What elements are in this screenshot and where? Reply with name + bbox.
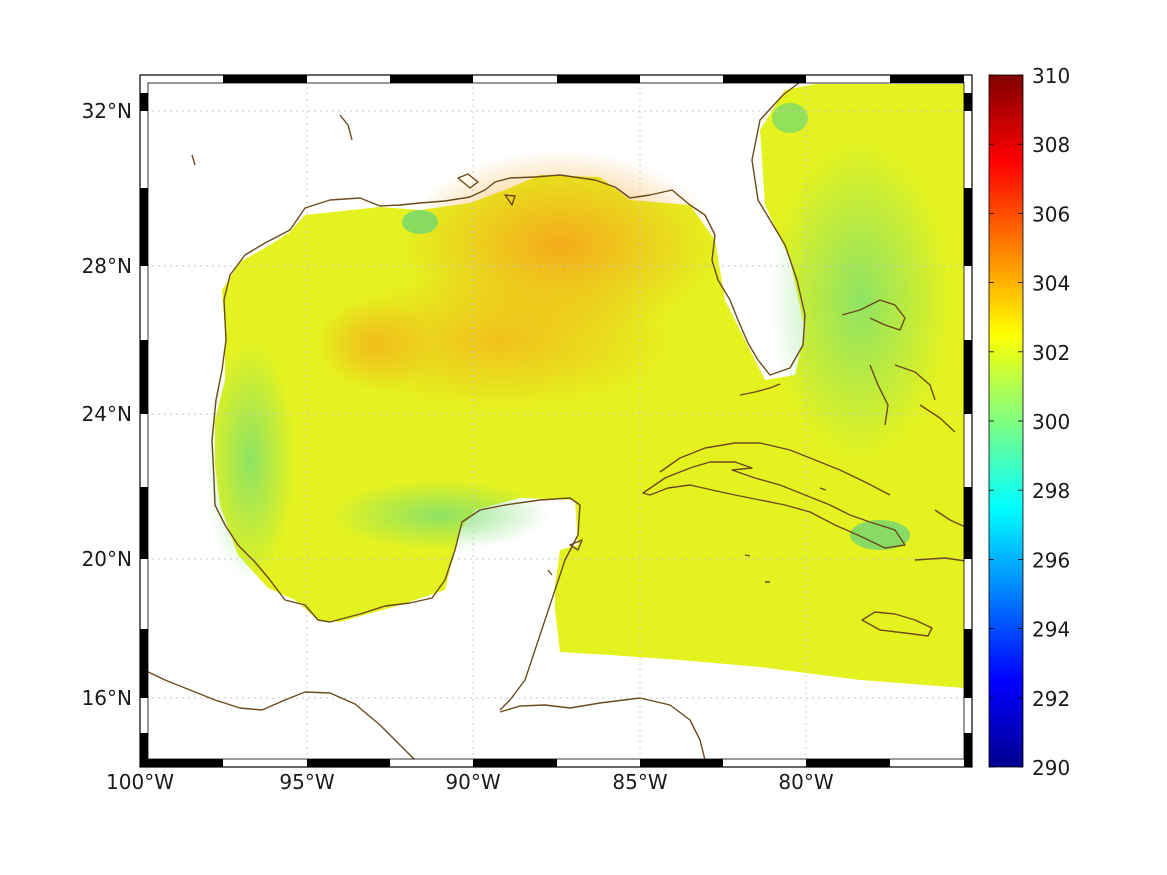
colorbar-tick-label: 290: [1032, 756, 1070, 780]
frame-top: [140, 75, 972, 83]
frame-right: [964, 75, 972, 767]
frame-left: [140, 75, 148, 767]
coastline-us-gulf: [211, 75, 819, 481]
gridlines: [140, 75, 972, 767]
coastline-cuba: [642, 461, 906, 549]
y-tick-label: 16°N: [82, 686, 132, 710]
coastline-florida-keys: [739, 383, 781, 396]
frame-inner-border: [147, 82, 965, 760]
frame-border: [139, 74, 973, 768]
cool-patch-campeche: [330, 480, 550, 550]
colorbar-tick-label: 296: [1032, 548, 1070, 572]
colorbar-tick-label: 304: [1032, 272, 1070, 296]
x-tick-label: 100°W: [106, 770, 174, 794]
y-tick-label: 24°N: [82, 402, 132, 426]
colorbar-tick-label: 300: [1032, 410, 1070, 434]
coastline-bahamas: [841, 299, 972, 441]
x-tick-labels: 100°W 95°W 90°W 85°W 80°W: [106, 770, 834, 794]
map-area: [140, 75, 972, 767]
colorbar-tick-label: 294: [1032, 618, 1070, 642]
cool-patch-atlantic: [770, 140, 950, 460]
coastline-honduras: [499, 697, 706, 761]
cool-patch-west: [205, 340, 295, 580]
colorbar-tick-label: 292: [1032, 687, 1070, 711]
coastline-lakes: [191, 114, 516, 206]
y-tick-label: 20°N: [82, 547, 132, 571]
coastlines: [140, 75, 972, 766]
colorbar-tick-label: 306: [1032, 202, 1070, 226]
coastline-mexico: [213, 479, 581, 711]
map-frame: [139, 74, 973, 768]
x-tick-label: 90°W: [445, 770, 500, 794]
y-tick-labels: 16°N 20°N 24°N 28°N 32°N: [82, 99, 132, 710]
sst-field: [205, 84, 965, 688]
coastline-cayman-small: [744, 487, 827, 583]
x-tick-label: 85°W: [612, 770, 667, 794]
x-tick-label: 95°W: [279, 770, 334, 794]
coastline-cuba-north: [659, 442, 891, 496]
cool-patch-carolina: [772, 103, 808, 133]
y-tick-label: 32°N: [82, 99, 132, 123]
y-tick-label: 28°N: [82, 254, 132, 278]
frame-bottom: [140, 759, 972, 767]
colorbar-tick-label: 302: [1032, 341, 1070, 365]
colorbar-ticks: 290 292 294 296 298 300 302 304 306 308 310: [989, 64, 1070, 780]
x-tick-label: 80°W: [778, 770, 833, 794]
colorbar-gradient: [989, 75, 1023, 767]
colorbar-tick-label: 308: [1032, 133, 1070, 157]
warm-patch-west: [315, 300, 435, 390]
cool-patch-haiti: [850, 520, 910, 550]
coastline-central-america: [140, 667, 421, 766]
coastline-jamaica: [861, 611, 933, 637]
coastline-isla-mujeres: [547, 539, 583, 576]
colorbar-tick-label: 298: [1032, 479, 1070, 503]
colorbar: 290 292 294 296 298 300 302 304 306 308 310: [988, 64, 1070, 780]
colorbar-tick-label: 310: [1032, 64, 1070, 88]
cool-patch-louisiana: [402, 210, 438, 234]
